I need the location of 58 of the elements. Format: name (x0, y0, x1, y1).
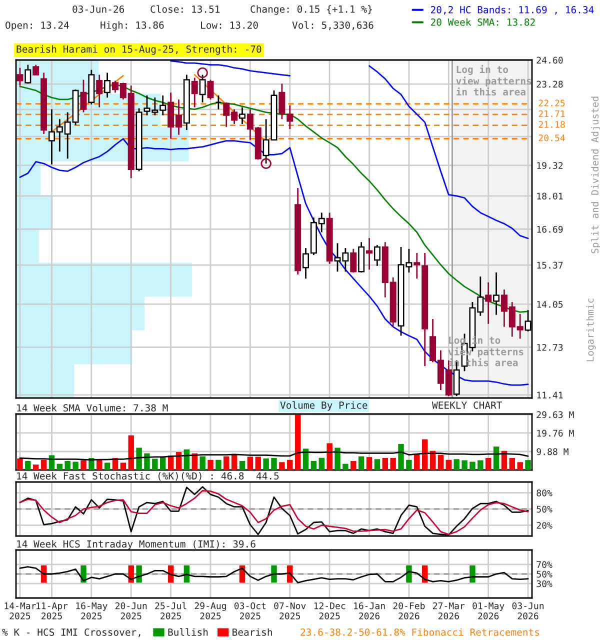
x-tick-label: 16-May 2025 (76, 602, 108, 620)
text: Vol: 5,330,636 (292, 21, 374, 30)
text: WEEKLY CHART (432, 401, 502, 409)
y-tick-label: 80% (536, 490, 552, 496)
x-tick-label: 11-Apr 2025 (36, 602, 68, 620)
legend-label: 20 Week SMA: 13.82 (431, 18, 535, 26)
y-tick-label: 16.69 (537, 226, 563, 233)
x-tick-label: 14-Mar 2025 (4, 602, 36, 620)
x-tick-label: 25-Jul 2025 (155, 602, 186, 620)
x-tick-label: 12-Dec 2025 (314, 602, 346, 620)
text: Volume By Price (280, 401, 368, 411)
y-tick-label: 11.41 (537, 392, 563, 398)
y-axis-title: Split and Dividend Adjusted (591, 96, 600, 254)
chart-title: 14 Week HCS Intraday Momentum (IMI): 39.6 (17, 540, 256, 550)
x-tick-label: 07-Nov 2025 (274, 602, 306, 620)
chart-title: 14 Week SMA Volume: 7.38 M (17, 404, 168, 412)
y-tick-label: 29.63 M (536, 411, 574, 418)
text: 03-Jun-26 (72, 5, 124, 13)
y-tick-label: 12.73 (537, 344, 563, 351)
x-tick-label: 20-Feb 2026 (393, 602, 425, 620)
text: Low: 13.20 (201, 21, 258, 29)
y-tick-label: 50% (536, 570, 552, 578)
x-tick-label: 03-Oct 2025 (234, 602, 266, 620)
x-tick-label: 01-May 2026 (472, 602, 504, 620)
ref-line-label: 21.18 (538, 121, 565, 128)
text: Bearish Harami on 15-Aug-25, Strength: -70 (16, 45, 262, 55)
legend-label: 20,2 HC Bands: 11.69 , 16.34 (431, 6, 594, 15)
text: 23.6-38.2-50-61.8% Fibonacci Retracements (300, 628, 540, 636)
ref-line-label: 21.71 (538, 110, 565, 117)
y-tick-label: 18.01 (537, 192, 563, 200)
band-label: Log in to view patterns in this area (456, 65, 532, 96)
chart-title: 14 Week Fast Stochastic (%K)(%D) : 46.8 44.5 (17, 472, 279, 481)
y-tick-label: 20% (536, 522, 552, 529)
x-tick-label: 16-Jan 2026 (354, 602, 385, 620)
x-tick-label: 29-Aug 2025 (194, 602, 226, 620)
x-tick-label: 27-Mar 2026 (433, 602, 465, 620)
y-tick-label: 9.88 M (536, 448, 568, 456)
text: % K - HCS IMI Crossover, (2, 628, 140, 638)
y-tick-label: 23.28 (536, 80, 563, 88)
ref-line-label: 22.25 (538, 100, 565, 106)
legend-label: Bullish (168, 628, 208, 636)
x-tick-label: 03-Jun 2026 (512, 602, 544, 620)
y-tick-label: 70% (536, 561, 552, 568)
y-tick-label: 15.37 (537, 262, 563, 269)
y-tick-label: 30% (536, 580, 552, 588)
y-tick-label: 14.05 (537, 300, 563, 308)
text: High: 13.86 (100, 21, 164, 31)
x-tick-label: 20-Jun 2025 (115, 602, 147, 620)
y-tick-label: 19.76 M (537, 430, 574, 437)
text: Logarithmic (586, 298, 596, 362)
text: Change: 0.15 {+1.1 %} (250, 5, 372, 15)
text: Open: 13.24 (6, 21, 69, 31)
text: Close: 13.51 (150, 5, 220, 13)
y-tick-label: 24.60 (536, 56, 563, 64)
y-tick-label: 19.32 (537, 162, 563, 169)
y-tick-label: 50% (536, 506, 552, 513)
ref-line-label: 20.54 (538, 134, 565, 142)
legend-label: Bearish (232, 628, 272, 636)
